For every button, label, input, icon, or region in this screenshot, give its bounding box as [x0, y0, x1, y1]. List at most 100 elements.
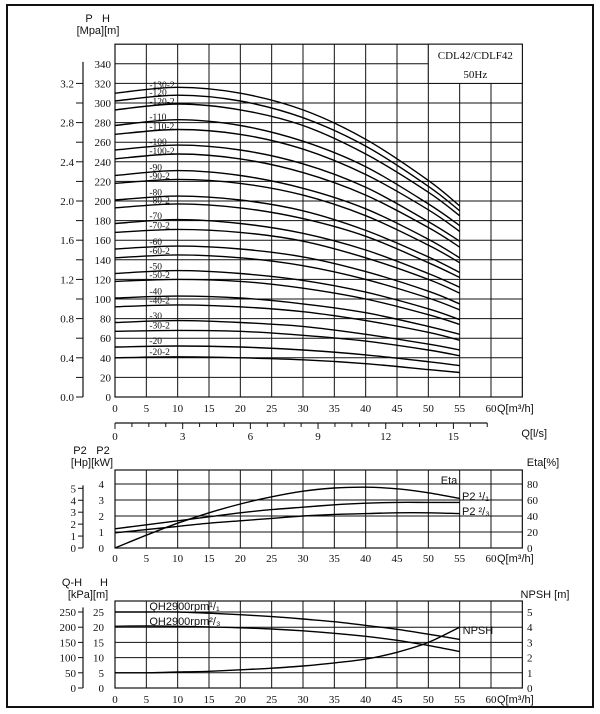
p-tick-label: 0.8 [60, 314, 74, 326]
eta-tick-label: 60 [527, 495, 539, 507]
head-curve [114, 319, 460, 351]
plot-frame [114, 469, 523, 549]
x-tick-label: 15 [204, 694, 216, 706]
curve-label: -40 [149, 288, 162, 298]
curve-label: -110 [149, 113, 166, 123]
curve-label: -20 [149, 337, 162, 347]
npsh-tick-label: 5 [527, 607, 533, 619]
y-tick-label: 60 [100, 333, 112, 345]
p2-full-curve-label: P2 ¹/₁ [462, 491, 489, 503]
y-tick-label: 340 [95, 59, 112, 71]
x-tick-label: 10 [172, 553, 184, 565]
kw-tick-label: 2 [99, 511, 105, 523]
hp-tick-label: 2 [71, 519, 77, 531]
qh-reduced-curve-label: QH2900rpm²/₃ [149, 616, 220, 628]
p-axis-title: P [85, 13, 92, 25]
head-curve [114, 345, 460, 367]
kpa-tick-label: 100 [60, 653, 77, 665]
title-box [427, 43, 523, 84]
x-tick-label: 25 [266, 694, 278, 706]
x-tick-label: 0 [112, 694, 118, 706]
curve-label: -20-2 [149, 348, 170, 358]
p-tick-label: 0.4 [60, 353, 74, 365]
x-tick-label: 40 [360, 403, 372, 415]
chart-subtitle: 50Hz [463, 69, 487, 81]
outer-frame [6, 4, 594, 708]
p-tick-label: 2.0 [60, 196, 74, 208]
x-tick-label: 40 [360, 553, 372, 565]
x-axis-label: Q[m³/h] [497, 403, 534, 415]
x-tick-label: 20 [235, 694, 247, 706]
y-tick-label: 160 [95, 235, 112, 247]
p-tick-label: 1.6 [60, 235, 74, 247]
h-tick-label: 20 [93, 622, 105, 634]
npsh-tick-label: 0 [527, 683, 533, 695]
p2-reduced-curve-label: P2 ²/₃ [462, 506, 490, 518]
qh-curve [114, 625, 460, 653]
x2-tick-label: 12 [380, 431, 391, 443]
x-tick-label: 20 [235, 403, 247, 415]
p2-curve [114, 512, 460, 534]
h-tick-label: 0 [99, 683, 105, 695]
eta-axis-title: Eta[%] [527, 457, 559, 469]
head-curve [114, 304, 460, 341]
x-tick-label: 5 [144, 403, 150, 415]
kw-tick-label: 4 [99, 479, 105, 491]
y-tick-label: 260 [95, 137, 112, 149]
curve-label: -130-2 [149, 81, 175, 91]
x-tick-label: 15 [204, 403, 216, 415]
npsh-tick-label: 3 [527, 637, 533, 649]
y-tick-label: 280 [95, 118, 112, 130]
x-tick-label: 40 [360, 694, 372, 706]
head-curve [114, 144, 461, 242]
p-tick-label: 2.8 [60, 118, 74, 130]
x-tick-label: 45 [392, 694, 404, 706]
npsh-tick-label: 1 [527, 668, 533, 680]
hp-tick-label: 4 [71, 495, 77, 507]
y-tick-label: 200 [95, 196, 112, 208]
eta-tick-label: 0 [527, 543, 533, 555]
kpa-tick-label: 150 [60, 637, 77, 649]
axis-units: [Mpa][m] [77, 25, 120, 37]
hp-tick-label: 5 [71, 483, 77, 495]
h-tick-label: 15 [93, 637, 105, 649]
head-curve [114, 86, 461, 207]
head-curve [114, 269, 460, 321]
x-tick-label: 60 [486, 403, 498, 415]
npsh-tick-label: 2 [527, 653, 533, 665]
chart-title: CDL42/CDLF42 [438, 50, 513, 62]
x-tick-label: 50 [423, 694, 435, 706]
head-curve [114, 218, 460, 288]
head-curve [114, 118, 461, 227]
eta-tick-label: 80 [527, 479, 539, 491]
x-tick-label: 35 [329, 694, 341, 706]
x-axis-label: Q[m³/h] [497, 553, 534, 565]
x-tick-label: 45 [392, 403, 404, 415]
head-curve [114, 195, 461, 274]
curve-label: -30 [149, 312, 162, 322]
eta-curve-label: Eta [441, 475, 458, 487]
head-curve [114, 278, 460, 326]
x2-tick-label: 9 [315, 431, 321, 443]
x-tick-label: 60 [486, 694, 498, 706]
x-tick-label: 5 [144, 553, 150, 565]
y-tick-label: 220 [95, 176, 112, 188]
x-tick-label: 30 [298, 403, 310, 415]
curve-label: -80 [149, 189, 162, 199]
curve-label: -80-2 [149, 196, 170, 206]
x-tick-label: 0 [112, 403, 118, 415]
head-curve [114, 203, 460, 279]
curve-label: -70 [149, 212, 162, 222]
head-curve [114, 128, 461, 232]
x-tick-label: 35 [329, 553, 341, 565]
head-curve [114, 254, 460, 311]
y-tick-label: 240 [95, 157, 112, 169]
qh-full-curve-label: QH2900rpm¹/₁ [149, 601, 220, 613]
x-tick-label: 50 [423, 553, 435, 565]
npsh-curve [114, 626, 460, 674]
npsh-curve-label: NPSH [463, 625, 494, 637]
curve-label: -120-2 [149, 97, 175, 107]
x-tick-label: 25 [266, 403, 278, 415]
x-tick-label: 45 [392, 553, 404, 565]
p2-hp-title: P2 [73, 445, 86, 457]
